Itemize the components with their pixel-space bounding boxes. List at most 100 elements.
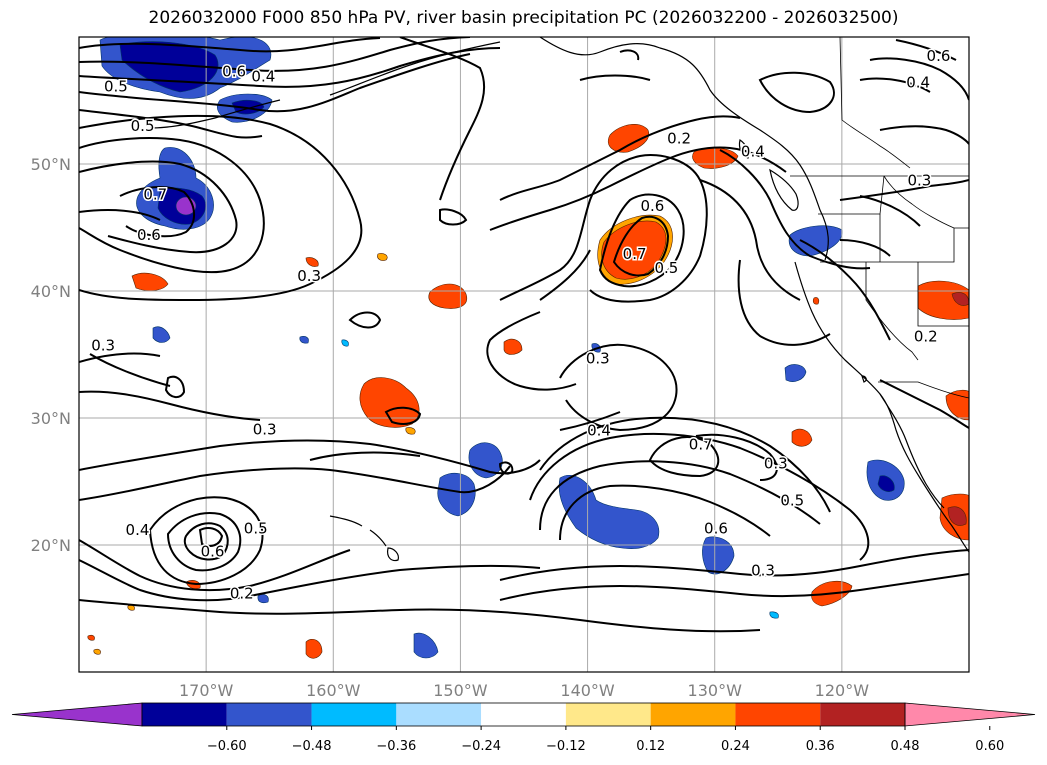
lon-tick-label: 160°W: [306, 681, 361, 700]
pv-contour: [79, 539, 351, 592]
pv-contour: [79, 114, 363, 302]
colorbar-segment: [565, 703, 651, 726]
colorbar-extend-max: [904, 702, 1036, 727]
pv-contour-label: 0.4: [126, 521, 150, 539]
pv-contour-label: 0.5: [244, 519, 268, 537]
pv-contour: [879, 125, 969, 145]
lon-tick-label: 130°W: [688, 681, 743, 700]
pv-contour: [79, 209, 161, 221]
pv-contour: [79, 390, 261, 421]
precip-blob: [413, 632, 439, 659]
colorbar-segment: [396, 703, 482, 726]
precip-blob: [692, 147, 739, 169]
pv-contour-label: 0.2: [667, 130, 691, 148]
colorbar-segment: [226, 703, 312, 726]
pv-contour: [559, 484, 771, 541]
colorbar-tick-label: 0.60: [975, 739, 1004, 754]
pv-contour: [559, 411, 621, 431]
pv-contour: [486, 311, 577, 391]
pv-contour-label: 0.3: [907, 172, 931, 190]
pv-contour: [79, 559, 541, 602]
pv-contour-label: 0.2: [230, 584, 254, 602]
pv-contour: [79, 109, 263, 139]
pv-contours: [79, 37, 969, 633]
pv-contour-label: 0.6: [137, 226, 161, 244]
hawaii-islands: [329, 515, 387, 547]
map-frame: [78, 36, 970, 673]
colorbar-tick-label: −0.24: [461, 739, 501, 754]
channel-islands: [861, 375, 867, 383]
colorbar-tick-label: 0.12: [636, 739, 665, 754]
precip-blob: [945, 389, 969, 421]
pv-contour: [579, 74, 651, 81]
lon-tick-label: 120°W: [815, 681, 870, 700]
colorbar-segment: [481, 703, 566, 726]
pv-contour: [737, 259, 831, 346]
pv-contour: [499, 573, 969, 601]
pv-contour-label: 0.4: [251, 67, 275, 85]
colorbar-tick-label: −0.60: [207, 739, 247, 754]
lon-tick-label: 170°W: [179, 681, 234, 700]
precip-blob: [127, 604, 135, 611]
pv-contour: [79, 439, 541, 475]
pv-contour: [539, 249, 591, 301]
pv-contour: [183, 522, 229, 561]
pv-contour: [699, 179, 801, 301]
pv-contour-label: 0.3: [751, 561, 775, 579]
pv-contour-label: 0.3: [297, 267, 321, 285]
map-area: 0.5 0.5 0.7 0.6 0.6 0.4 0.3 0.3 0.2 0.6 0.7 0.5 0.4 0…: [79, 37, 969, 672]
pv-contour: [399, 37, 486, 201]
pv-contour: [859, 77, 931, 93]
pv-contour-label: 0.3: [91, 337, 115, 355]
state-border: [865, 262, 919, 361]
colorbar-tick-label: −0.12: [546, 739, 586, 754]
precip-blob: [305, 257, 319, 267]
pv-contour: [164, 375, 186, 398]
pv-contour: [839, 239, 891, 257]
pv-contour-label: 0.5: [780, 492, 804, 510]
pv-contour: [79, 599, 761, 633]
pv-contour: [895, 39, 957, 61]
precip-blob: [152, 326, 171, 343]
state-border: [820, 227, 969, 263]
pv-contour: [79, 465, 511, 501]
colorbar-tick-label: −0.48: [292, 739, 332, 754]
latitude-labels: 20°N 30°N 40°N 50°N: [31, 155, 71, 555]
precip-blob: [377, 253, 388, 261]
precip-blob: [305, 639, 323, 659]
state-border: [917, 262, 969, 327]
pv-contour: [869, 57, 969, 101]
colorbar-segment: [820, 703, 905, 726]
precip-blob: [812, 297, 820, 305]
precip-blob: [93, 648, 101, 655]
lat-tick-label: 50°N: [31, 155, 71, 174]
pv-contour: [439, 208, 468, 226]
coastlines: [149, 37, 969, 562]
pv-contour: [539, 416, 831, 513]
alaska-coast: [539, 37, 829, 261]
colorbar-segment: [142, 703, 227, 726]
precip-blob: [503, 338, 523, 355]
pv-contour-label: 0.4: [906, 74, 930, 92]
colorbar-frame: [141, 702, 906, 727]
pv-contour-label: 0.7: [689, 436, 713, 454]
pv-contour-label: 0.3: [586, 349, 610, 367]
colorbar-segment: [735, 703, 821, 726]
pv-contour-label: 0.6: [640, 197, 664, 215]
pv-contour: [799, 239, 891, 341]
pv-contour-label: 0.4: [741, 142, 765, 160]
pv-contour: [79, 37, 381, 53]
precip-blob: [405, 427, 416, 435]
pv-contour: [489, 146, 787, 231]
alaska-peninsula: [329, 41, 501, 96]
pv-contour: [119, 186, 195, 238]
precip-blob: [359, 377, 420, 428]
precip-blob: [341, 339, 349, 347]
pv-contour-label: 0.4: [587, 422, 611, 440]
pv-contour: [79, 53, 471, 113]
pv-contour-label: 0.6: [222, 62, 246, 80]
pv-contour-label: 0.2: [914, 328, 938, 346]
pv-contour-label: 0.6: [927, 47, 951, 65]
pv-contour: [612, 215, 670, 277]
